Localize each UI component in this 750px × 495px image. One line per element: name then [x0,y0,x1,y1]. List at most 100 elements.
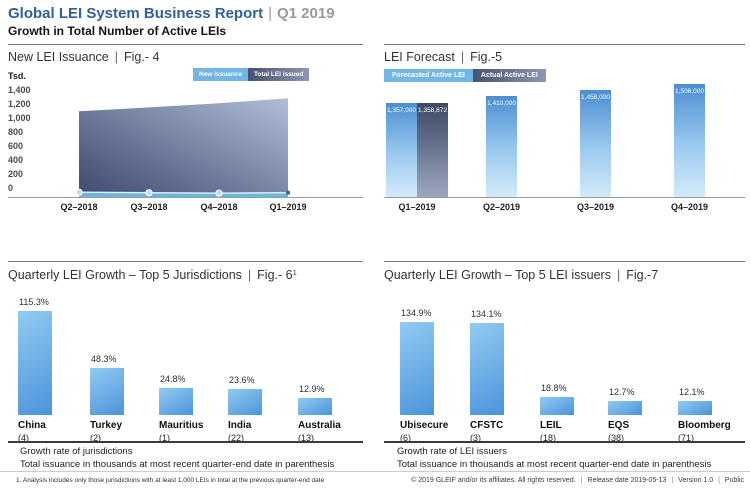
growth-bar [298,398,332,415]
actual-bar: 1,358,872 [417,103,448,197]
y-tick: 1,000 [8,113,31,123]
y-tick: 0 [8,183,14,193]
category-label: CFSTC [470,420,504,431]
growth-bar [90,368,124,415]
fig5-x-labels: Q1–2019 Q2–2019 Q3–2019 Q4–2019 [384,202,745,216]
chart-title: Quarterly LEI Growth – Top 5 LEI issuers [384,268,611,282]
title-separator: | [268,5,272,22]
fig7-caption: Growth rate of LEI issuers Total issuanc… [397,445,711,471]
y-tick: 1,400 [8,85,31,95]
x-axis-label: Q2–2019 [482,202,521,212]
y-tick: 400 [8,155,24,165]
new-issuance-marker [285,190,291,195]
chart-column: 18.8% LEIL (18) [540,285,620,443]
page-subtitle: Growth in Total Number of Active LEIs [8,24,227,38]
category-label: Bloomberg [678,420,731,431]
caption-line: Total issuance in thousands at most rece… [20,459,335,470]
footnote: 1. Analysis includes only those jurisdic… [16,477,325,484]
chart-column: 23.6% India (22) [228,285,308,443]
copyright-text: © 2019 GLEIF and/or its affiliates. All … [411,477,576,484]
new-issuance-marker [75,188,83,196]
forecast-bar: 1,506,000 [674,84,705,197]
chart-column: 24.8% Mauritius (1) [159,285,239,443]
fig4-y-axis: 1,400 1,200 1,000 800 600 400 200 0 [8,84,48,200]
bar-value-label: 1,506,000 [675,88,704,95]
pipe: | [718,477,720,484]
bar-value-label: 1,357,000 [387,107,416,114]
bar-value-label: 1,358,872 [418,107,447,114]
forecast-bar: 1,357,000 [386,103,417,197]
caption-line: Growth rate of jurisdictions [20,446,133,457]
growth-bar [18,311,52,415]
new-issuance-marker [215,189,223,197]
issuance-label: (3) [470,433,481,443]
growth-bar [608,401,642,415]
issuance-label: (6) [400,433,411,443]
fig-label: Fig.-7 [626,268,659,282]
category-label: China [18,420,46,431]
issuance-label: (18) [540,433,557,443]
bar-value-label: 24.8% [160,374,186,384]
pipe: | [616,268,621,282]
section-title-top5-jurisdictions: Quarterly LEI Growth – Top 5 Jurisdictio… [8,268,297,282]
fig7-baseline [384,441,745,443]
bar-value-label: 115.3% [19,297,49,307]
legend-item-new-issuance: New issuance [193,68,248,81]
section-title-top5-lei-issuers: Quarterly LEI Growth – Top 5 LEI issuers… [384,268,658,282]
chart-column: 12.7% EQS (38) [608,285,688,443]
fig5-x-axis [384,197,745,198]
legend-item-total-lei-issued: Total LEI issued [248,68,310,81]
chart-column: 12.1% Bloomberg (71) [678,285,750,443]
chart-column: 48.3% Turkey (2) [90,285,170,443]
fig6-caption: Growth rate of jurisdictions Total issua… [20,445,334,471]
bar-value-label: 48.3% [91,354,117,364]
divider [384,261,745,262]
y-tick: 600 [8,141,24,151]
growth-bar [540,397,574,415]
issuance-label: (4) [18,433,29,443]
category-label: Australia [298,420,341,431]
classification: Public [724,477,744,484]
x-axis-label: Q4–2018 [200,202,238,212]
x-axis-label: Q2–2018 [60,202,98,212]
fig4-legend: New issuance Total LEI issued [193,68,310,81]
chart-title: New LEI Issuance [8,50,109,64]
chart-column: 115.3% China (4) [18,285,98,443]
page-title: Global LEI System Business Report | Q1 201… [8,5,335,22]
section-title-new-lei-issuance: New LEI Issuance | Fig.- 4 [8,50,159,64]
pipe: | [114,50,118,64]
report-name: Global LEI System Business Report [8,5,264,22]
issuance-label: (13) [298,433,315,443]
new-issuance-marker [145,189,153,197]
growth-bar [400,322,434,415]
x-axis-label: Q1–2019 [269,202,307,212]
release-date: Release date 2019-05-13 [587,477,667,484]
y-axis-title: Tsd. [8,71,26,81]
bar-value-label: 12.9% [299,384,325,394]
fig-superscript: 1 [292,268,297,277]
y-tick: 1,200 [8,99,31,109]
section-title-lei-forecast: LEI Forecast | Fig.-5 [384,50,502,64]
pipe: | [580,477,583,484]
chart-column: 12.9% Australia (13) [298,285,378,443]
top5-jurisdictions-bar-chart: 115.3% China (4) 48.3% Turkey (2) 24.8% Mauriti… [8,285,369,455]
x-axis-label: Q3–2018 [130,202,168,212]
divider [8,44,363,45]
fig4-x-labels: Q2–2018 Q3–2018 Q4–2018 Q1–2019 [0,202,363,216]
fig6-baseline [8,441,363,443]
y-tick: 800 [8,127,24,137]
fig5-legend: Forecasted Active LEI Actual Active LEI [384,69,546,82]
pipe: | [247,268,252,282]
issuance-label: (38) [608,433,625,443]
chart-column: 134.1% CFSTC (3) [470,285,550,443]
growth-bar [678,401,712,415]
y-tick: 200 [8,169,24,179]
new-issuance-line [78,191,289,194]
lei-forecast-bar-chart: 1,357,000 1,358,872 1,410,000 1,458,000 1,50… [384,84,745,197]
caption-line: Total issuance in thousands at most rece… [397,459,712,470]
fig-label: Fig.- 6 [257,268,293,282]
footer-divider [0,471,750,472]
copyright: © 2019 GLEIF and/or its affiliates. All … [411,477,744,484]
divider [384,44,745,45]
bar-value-label: 134.1% [471,309,502,319]
